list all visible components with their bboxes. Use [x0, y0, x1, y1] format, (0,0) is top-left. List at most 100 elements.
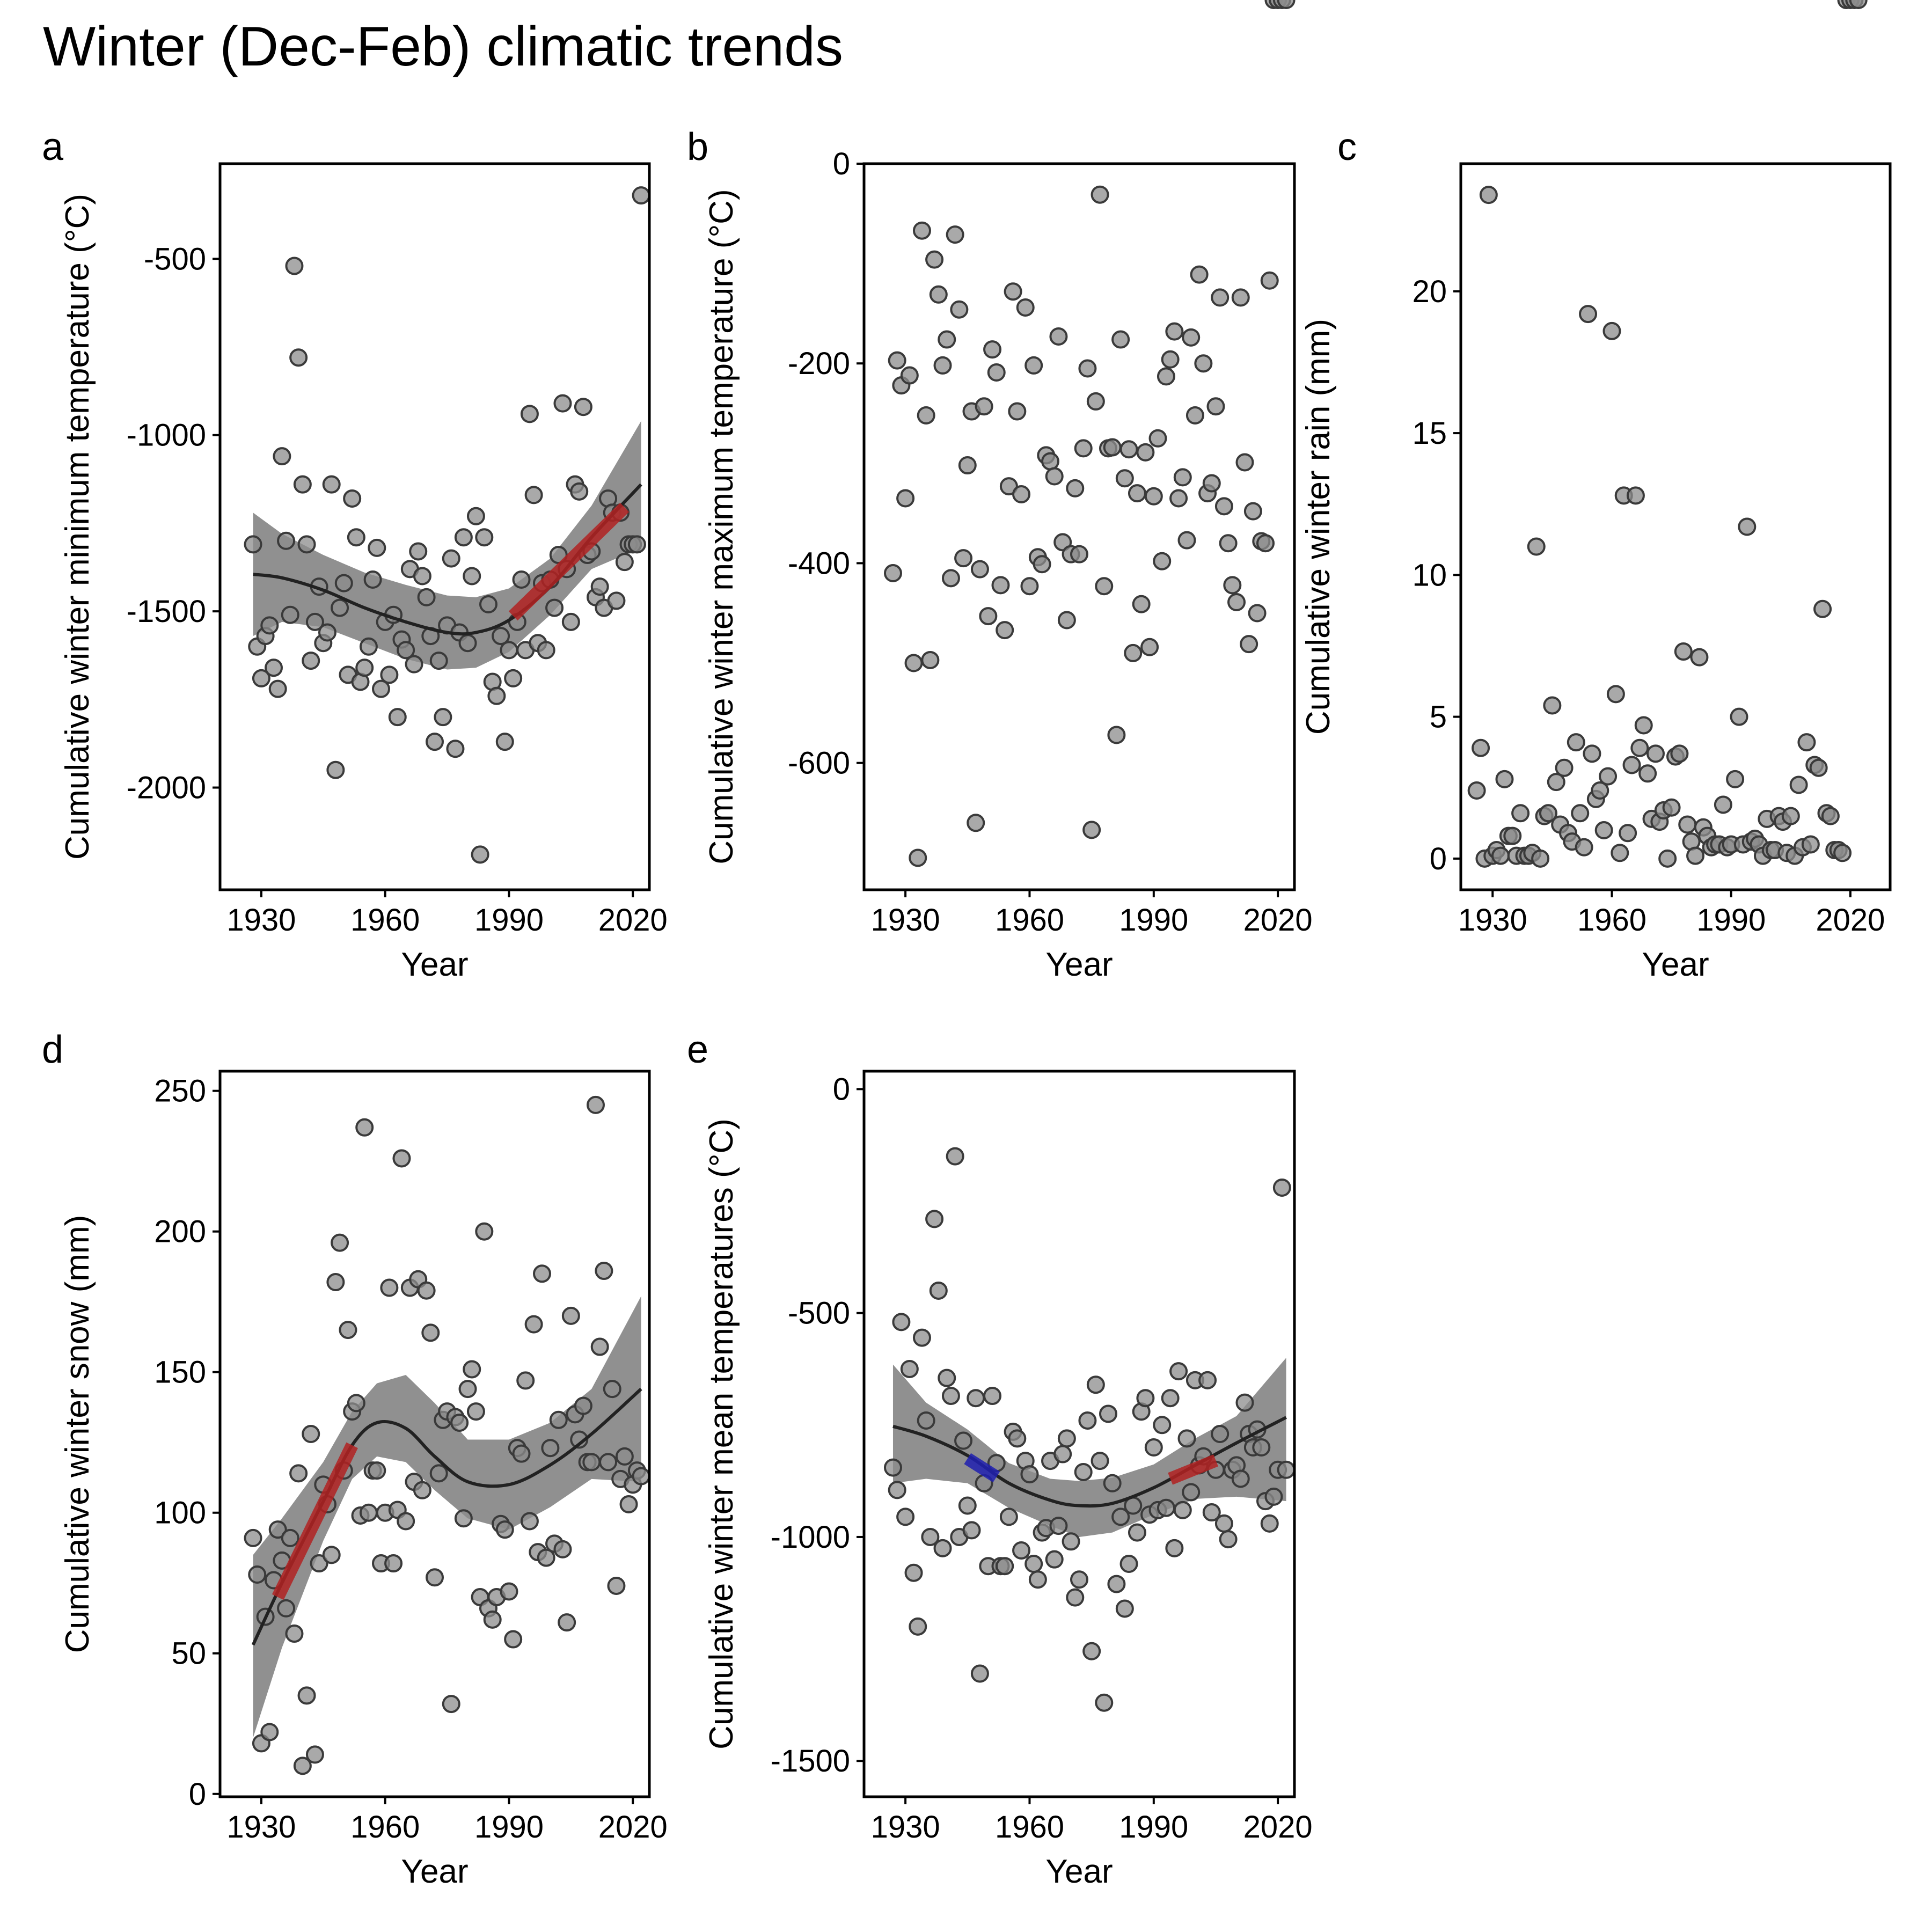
panel-e-data-point — [917, 1411, 935, 1430]
panel-b-data-point — [900, 366, 919, 385]
panel-c-y-tick-label: 0 — [1430, 841, 1447, 876]
panel-c-data-point — [1646, 744, 1665, 763]
panel-b-data-point — [896, 489, 915, 508]
panel-c-data-point — [1813, 599, 1832, 618]
panel-c-data-point — [1619, 824, 1637, 843]
panel-d-data-point — [339, 1321, 357, 1340]
panel-e-x-axis-title: Year — [1045, 1853, 1113, 1890]
panel-d-data-point — [475, 1222, 494, 1241]
panel-b-data-point — [1240, 635, 1258, 654]
panel-b-chart: b 1930 1960 1990 2020 -600 -400 -200 0 Year Cumul… — [687, 0, 1313, 983]
panel-b-data-point — [967, 814, 985, 832]
panel-e-data-point — [1028, 1570, 1047, 1589]
panel-d-data-point — [268, 1520, 287, 1539]
panel-b-data-point — [979, 607, 998, 626]
panel-a-data-point — [627, 535, 646, 554]
panel-c-data-point — [1472, 738, 1490, 757]
panel-e-data-point — [1008, 1429, 1027, 1448]
panel-b-x-tick-label: 1990 — [1119, 903, 1188, 938]
panel-d-data-point — [310, 1554, 328, 1573]
panel-c-data-point — [1467, 781, 1486, 800]
panel-d-data-point — [483, 1610, 502, 1629]
panel-d-data-point — [561, 1306, 580, 1325]
panel-d-data-point — [632, 1467, 650, 1485]
panel-a-data-point — [537, 641, 555, 660]
panel-c-y-axis-title: Cumulative winter rain (mm) — [1300, 319, 1337, 735]
panel-c-data-point — [1547, 773, 1565, 792]
panel-a-data-point — [302, 652, 320, 670]
panel-a-letter: a — [42, 126, 64, 169]
panel-d-data-point — [520, 1512, 539, 1531]
panel-b-x-axis-title: Year — [1045, 946, 1113, 983]
panel-b-data-point — [946, 225, 964, 244]
panel-c-data-point — [1634, 716, 1653, 735]
panel-b-data-point — [1020, 577, 1039, 596]
panel-a-data-point — [512, 570, 531, 589]
panel-c-data-point — [1479, 186, 1498, 204]
panel-a-data-point — [475, 528, 494, 547]
panel-b-data-point — [1260, 271, 1279, 290]
panel-b-data-point — [1177, 531, 1196, 550]
panel-a-data-point — [273, 447, 291, 466]
panel-d-data-point — [359, 1503, 378, 1522]
panel-a-data-point — [495, 733, 514, 751]
panel-a-x-tick-label: 1960 — [350, 903, 420, 938]
panel-a-data-point — [520, 405, 539, 423]
panel-a-data-point — [570, 482, 589, 501]
panel-b-data-point — [1206, 397, 1225, 416]
panel-c-x-axis-title: Year — [1642, 946, 1709, 983]
panel-a-data-point — [463, 567, 481, 586]
panel-b-data-point — [1119, 440, 1138, 459]
panel-d-data-point — [322, 1546, 341, 1564]
panel-b-data-point — [1004, 282, 1022, 301]
panel-b-data-point — [1136, 443, 1155, 462]
panel-d-x-axis-title: Year — [401, 1853, 468, 1890]
panel-d-data-point — [244, 1528, 262, 1547]
panel-a-data-point — [260, 616, 279, 635]
panel-a-data-point — [553, 394, 572, 413]
panel-e-data-point — [1231, 1469, 1250, 1488]
panel-b-data-point — [996, 621, 1014, 640]
panel-e-data-point — [1157, 1498, 1175, 1517]
panel-e-data-point — [925, 1210, 944, 1228]
panel-b-data-point — [1107, 726, 1126, 744]
panel-e-data-point — [1264, 1487, 1283, 1506]
panel-b-data-point — [1148, 429, 1167, 448]
panel-b-data-point — [1091, 185, 1109, 204]
panel-e-data-point — [1169, 1362, 1188, 1381]
panel-e-data-point — [1272, 1178, 1291, 1197]
panel-a-data-point — [397, 641, 415, 660]
panel-a-data-point — [331, 598, 349, 617]
panel-a-data-point — [368, 538, 386, 557]
panel-c-x-tick-label: 1930 — [1458, 903, 1527, 938]
panel-b-data-point — [1074, 439, 1093, 458]
panel-d-data-point — [417, 1281, 436, 1300]
panel-e-data-point — [1086, 1375, 1105, 1394]
panel-e-data-point — [1095, 1693, 1114, 1712]
panel-d-data-point — [293, 1757, 312, 1775]
panel-c-data-point — [1821, 807, 1840, 825]
panel-d-data-point — [587, 1095, 605, 1114]
panel-d-data-point — [305, 1745, 324, 1764]
panel-d-data-point — [553, 1540, 572, 1558]
panel-b-data-point — [1256, 534, 1275, 553]
panel-b-x-tick-label: 1960 — [995, 903, 1064, 938]
panel-e-data-point — [904, 1563, 923, 1582]
panel-b-letter: b — [687, 126, 708, 169]
panel-a-data-point — [322, 475, 341, 494]
panel-d-data-point — [619, 1495, 638, 1514]
panel-e-data-point — [999, 1507, 1018, 1526]
panel-c-data-point — [1658, 849, 1677, 868]
panel-e-y-tick-label: 0 — [833, 1072, 850, 1107]
panel-d-data-point — [495, 1520, 514, 1539]
panel-a-data-point — [380, 665, 399, 684]
panel-e-y-axis-title: Cumulative winter mean temperatures (°C) — [703, 1118, 740, 1750]
panel-d-data-point — [595, 1262, 613, 1280]
panel-e-data-point — [933, 1539, 952, 1557]
panel-d-data-point — [281, 1528, 299, 1547]
panel-c-data-point — [1599, 767, 1618, 786]
panel-e-data-point — [921, 1527, 940, 1546]
panel-c-data-point — [1662, 798, 1681, 817]
panel-b-data-point — [917, 406, 935, 425]
panel-b-data-point — [1070, 545, 1088, 564]
